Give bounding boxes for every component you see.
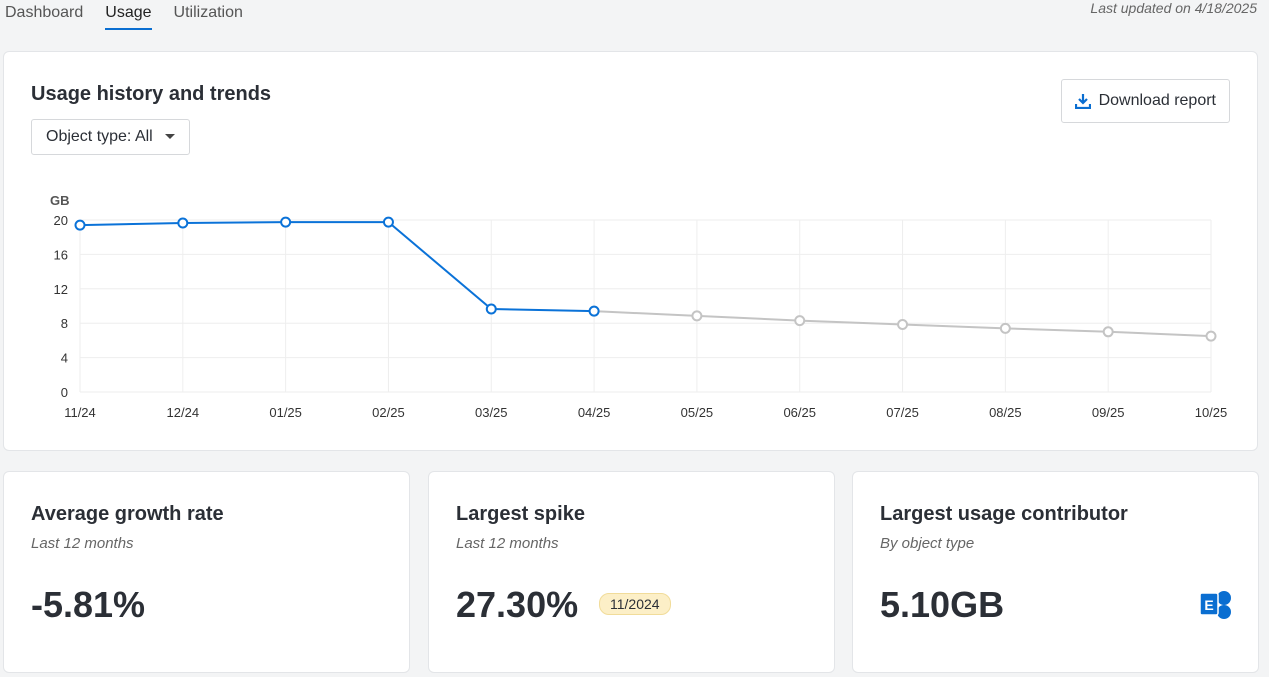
x-tick-label: 04/25 (578, 405, 611, 420)
data-point-forecast (794, 315, 806, 327)
filter-label: Object type: All (46, 128, 153, 145)
stat-title: Average growth rate (31, 503, 224, 525)
exchange-icon: E (1199, 591, 1231, 619)
usage-history-card: Usage history and trends Object type: Al… (3, 51, 1258, 451)
spike-date-badge: 11/2024 (599, 593, 671, 615)
tab-utilization[interactable]: Utilization (173, 4, 243, 21)
x-tick-label: 10/25 (1195, 405, 1228, 420)
data-point-forecast (999, 322, 1011, 334)
stat-largest-spike: Largest spike Last 12 months 27.30% 11/2… (428, 471, 835, 673)
data-point-forecast (691, 310, 703, 322)
y-tick-label: 16 (54, 247, 68, 262)
x-tick-label: 07/25 (886, 405, 919, 420)
data-point-actual (485, 303, 497, 315)
series-line-actual (79, 221, 595, 313)
stat-largest-contributor: Largest usage contributor By object type… (852, 471, 1259, 673)
x-tick-label: 02/25 (372, 405, 405, 420)
tab-dashboard[interactable]: Dashboard (5, 4, 84, 21)
stat-value: 27.30% (456, 584, 579, 625)
data-point-actual (382, 216, 394, 228)
data-point-actual (177, 217, 189, 229)
stat-value: 5.10GB (880, 584, 1005, 625)
object-type-dropdown[interactable]: Object type: All (31, 119, 190, 155)
data-point-forecast (1205, 330, 1217, 342)
tab-bar: Dashboard Usage Utilization (5, 4, 243, 30)
stat-subtitle: Last 12 months (31, 535, 134, 552)
y-tick-label: 8 (61, 316, 68, 331)
stat-subtitle: Last 12 months (456, 535, 559, 552)
data-point-actual (74, 219, 86, 231)
y-tick-label: 20 (54, 213, 68, 228)
last-updated: Last updated on 4/18/2025 (1090, 0, 1257, 16)
y-tick-label: 4 (61, 351, 68, 366)
stat-subtitle: By object type (880, 535, 975, 552)
tab-usage[interactable]: Usage (105, 4, 152, 30)
x-tick-label: 03/25 (475, 405, 508, 420)
stat-title: Largest usage contributor (880, 503, 1128, 525)
x-tick-label: 05/25 (681, 405, 714, 420)
data-point-actual (588, 305, 600, 317)
x-tick-label: 08/25 (989, 405, 1022, 420)
download-icon (1074, 94, 1091, 109)
y-tick-label: 12 (54, 282, 68, 297)
stat-title: Largest spike (456, 503, 585, 525)
y-axis-label: GB (50, 193, 70, 208)
y-tick-label: 0 (61, 385, 68, 400)
stat-average-growth: Average growth rate Last 12 months -5.81… (3, 471, 410, 673)
download-report-button[interactable]: Download report (1060, 79, 1230, 123)
svg-text:E: E (1204, 597, 1213, 613)
data-point-forecast (1102, 326, 1114, 338)
stat-value: -5.81% (31, 584, 146, 625)
data-point-forecast (897, 318, 909, 330)
x-tick-label: 06/25 (783, 405, 816, 420)
x-tick-label: 11/24 (64, 405, 96, 420)
data-point-actual (280, 216, 292, 228)
download-label: Download report (1098, 92, 1216, 109)
card-title: Usage history and trends (31, 83, 272, 105)
x-tick-label: 09/25 (1092, 405, 1125, 420)
caret-down-icon (164, 134, 175, 140)
x-tick-label: 01/25 (269, 405, 302, 420)
usage-chart: 0 4 8 12 16 20 11/24 12/24 01/25 02/25 03/25 04/25 0… (50, 193, 1228, 420)
x-tick-label: 12/24 (167, 405, 200, 420)
